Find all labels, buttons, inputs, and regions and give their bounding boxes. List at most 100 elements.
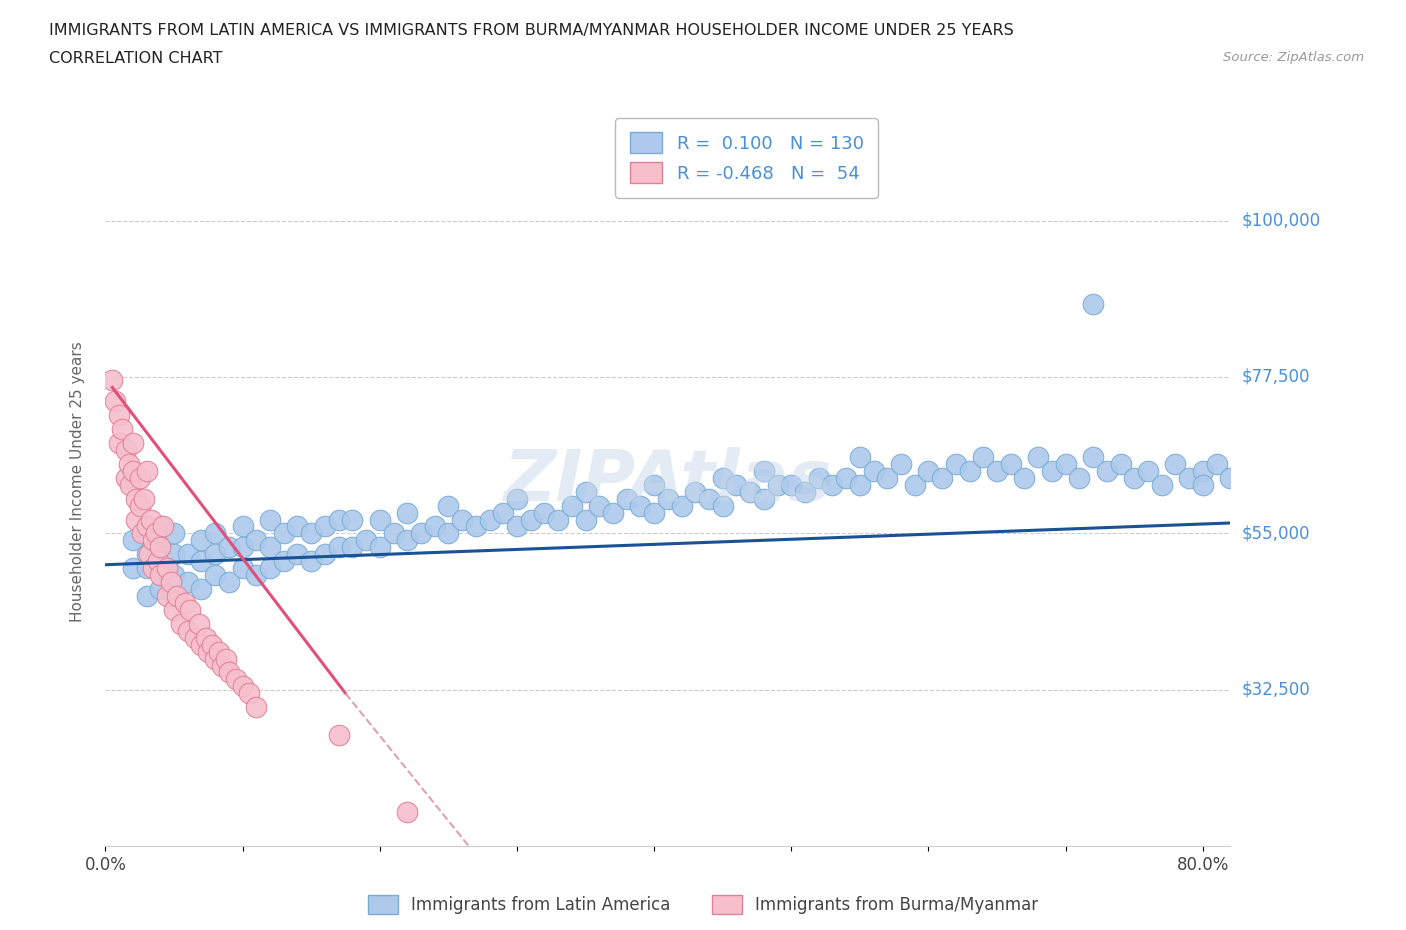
Point [187, 617, 209, 631]
Point [122, 463, 145, 478]
Point [142, 561, 165, 576]
Point [104, 394, 127, 409]
Legend: Immigrants from Latin America, Immigrants from Burma/Myanmar: Immigrants from Latin America, Immigrant… [361, 888, 1045, 921]
Point [1054, 457, 1077, 472]
Point [876, 471, 898, 485]
Point [287, 547, 309, 562]
Point [215, 651, 238, 666]
Point [1014, 471, 1036, 485]
Legend: R =  0.100   N = 130, R = -0.468   N =  54: R = 0.100 N = 130, R = -0.468 N = 54 [616, 118, 877, 197]
Point [917, 463, 939, 478]
Point [232, 519, 254, 534]
Point [177, 547, 200, 562]
Point [890, 457, 912, 472]
Text: CORRELATION CHART: CORRELATION CHART [49, 51, 222, 66]
Point [342, 512, 364, 527]
Point [204, 526, 226, 541]
Point [245, 699, 267, 714]
Point [409, 526, 432, 541]
Point [697, 491, 720, 506]
Point [561, 498, 583, 513]
Point [115, 443, 138, 458]
Point [1026, 449, 1049, 464]
Point [1260, 617, 1282, 631]
Point [122, 533, 145, 548]
Point [328, 512, 350, 527]
Y-axis label: Householder Income Under 25 years: Householder Income Under 25 years [70, 341, 84, 621]
Point [451, 512, 474, 527]
Point [149, 581, 172, 596]
Point [108, 435, 131, 450]
Point [156, 561, 179, 576]
Point [190, 637, 212, 652]
Point [519, 512, 541, 527]
Point [780, 477, 803, 492]
Point [1260, 575, 1282, 590]
Point [328, 727, 350, 742]
Point [149, 540, 172, 555]
Point [1069, 471, 1091, 485]
Point [342, 540, 364, 555]
Point [328, 540, 350, 555]
Point [423, 519, 446, 534]
Point [177, 623, 200, 638]
Point [163, 526, 186, 541]
Point [273, 553, 295, 568]
Point [1260, 651, 1282, 666]
Point [711, 471, 734, 485]
Point [740, 485, 762, 499]
Point [115, 471, 138, 485]
Point [643, 477, 665, 492]
Point [149, 561, 172, 576]
Point [287, 519, 309, 534]
Point [1081, 449, 1104, 464]
Point [1150, 477, 1173, 492]
Point [197, 644, 219, 659]
Point [862, 463, 884, 478]
Point [135, 463, 157, 478]
Point [725, 477, 748, 492]
Point [478, 512, 501, 527]
Point [1260, 561, 1282, 576]
Point [204, 547, 226, 562]
Point [204, 651, 226, 666]
Point [211, 658, 233, 673]
Point [225, 672, 247, 687]
Text: $55,000: $55,000 [1241, 525, 1310, 542]
Point [232, 540, 254, 555]
Point [1191, 477, 1213, 492]
Point [152, 519, 174, 534]
Point [506, 519, 529, 534]
Text: Source: ZipAtlas.com: Source: ZipAtlas.com [1223, 51, 1364, 64]
Point [368, 512, 391, 527]
Point [492, 505, 515, 520]
Point [101, 373, 124, 388]
Point [245, 567, 267, 582]
Point [135, 547, 157, 562]
Point [183, 631, 205, 645]
Point [849, 449, 872, 464]
Point [904, 477, 927, 492]
Point [149, 540, 172, 555]
Point [170, 617, 193, 631]
Point [194, 631, 217, 645]
Point [574, 512, 596, 527]
Point [204, 567, 226, 582]
Point [602, 505, 624, 520]
Point [218, 665, 240, 680]
Point [232, 679, 254, 694]
Point [190, 581, 212, 596]
Point [122, 561, 145, 576]
Point [259, 540, 281, 555]
Point [163, 603, 186, 618]
Point [1260, 644, 1282, 659]
Point [671, 498, 693, 513]
Point [1040, 463, 1063, 478]
Point [1260, 526, 1282, 541]
Point [574, 485, 596, 499]
Point [174, 595, 197, 610]
Point [135, 519, 157, 534]
Text: $100,000: $100,000 [1241, 211, 1320, 230]
Point [124, 491, 146, 506]
Point [986, 463, 1008, 478]
